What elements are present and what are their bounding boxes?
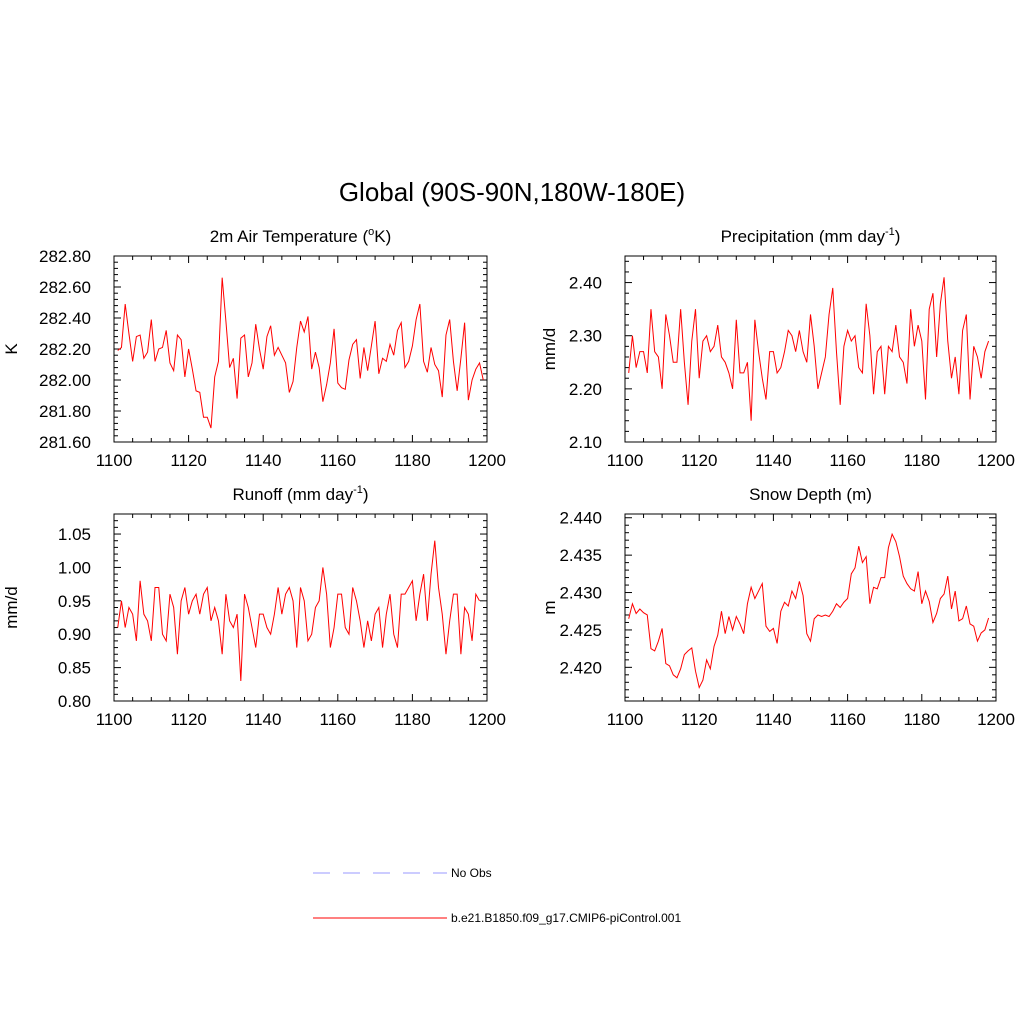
panel-title-post: K) — [374, 227, 391, 246]
y-tick-label: 281.80 — [39, 402, 91, 421]
y-tick-label: 0.85 — [58, 659, 91, 678]
y-tick-label: 2.10 — [569, 433, 602, 452]
y-tick-label: 2.425 — [559, 621, 602, 640]
x-tick-label: 1200 — [468, 710, 506, 729]
y-axis-label-runoff: mm/d — [2, 586, 21, 629]
panel-title-main: Snow Depth (m) — [749, 485, 872, 504]
x-tick-label: 1160 — [829, 451, 866, 470]
panel-title-precipitation: Precipitation (mm day-1) — [721, 226, 901, 246]
x-tick-label: 1140 — [245, 710, 282, 729]
y-tick-label: 282.00 — [39, 371, 91, 390]
plot-frame-snow-depth — [624, 513, 997, 702]
x-tick-label: 1180 — [394, 710, 431, 729]
legend: No Obs b.e21.B1850.f09_g17.CMIP6-piContr… — [313, 866, 681, 925]
y-tick-label: 2.440 — [559, 509, 602, 528]
x-tick-label: 1200 — [977, 451, 1015, 470]
y-tick-label: 282.40 — [39, 309, 91, 328]
panel-snow-depth: 1100 1120 1140 1160 1180 1200 2.420 2.425 2.430 2… — [540, 485, 1015, 729]
series-line-runoff — [117, 540, 480, 681]
y-tick-label: 2.420 — [559, 658, 602, 677]
y-tick-label: 2.40 — [569, 274, 602, 293]
x-tick-label: 1120 — [170, 451, 207, 470]
plot-frame-precipitation — [624, 255, 997, 443]
panel-runoff: 1100 1120 1140 1160 1180 1200 0.80 0.85 0.90 0.95… — [2, 484, 506, 729]
y-axis-label-snow-depth: m — [540, 600, 559, 614]
x-tick-label: 1140 — [245, 451, 282, 470]
panel-title-main: 2m Air Temperature ( — [210, 227, 369, 246]
y-tick-label: 282.20 — [39, 340, 91, 359]
y-tick-label: 1.05 — [58, 525, 91, 544]
x-tick-label: 1200 — [977, 710, 1015, 729]
x-tick-label: 1100 — [607, 710, 644, 729]
legend-label-no-obs: No Obs — [451, 866, 492, 880]
plot-frame-runoff — [113, 513, 488, 702]
panel-title-post: ) — [895, 227, 901, 246]
y-tick-label: 2.30 — [569, 327, 602, 346]
y-tick-label: 2.20 — [569, 380, 602, 399]
panel-title-main: Precipitation (mm day — [721, 227, 886, 246]
x-tick-label: 1160 — [829, 710, 866, 729]
x-tick-label: 1100 — [96, 451, 133, 470]
x-tick-label: 1160 — [320, 710, 357, 729]
y-tick-label: 1.00 — [58, 558, 91, 577]
x-tick-label: 1120 — [681, 710, 718, 729]
panel-title-sup: -1 — [353, 484, 363, 496]
panel-precipitation: 1100 1120 1140 1160 1180 1200 2.10 2.20 2.30 2.40… — [540, 226, 1015, 470]
x-tick-label: 1100 — [96, 710, 133, 729]
series-line-temperature — [117, 277, 484, 429]
panel-title-sup: -1 — [885, 226, 895, 238]
panel-title-runoff: Runoff (mm day-1) — [232, 484, 368, 504]
series-line-snow-depth — [628, 532, 990, 690]
y-tick-label: 0.80 — [58, 692, 91, 711]
panel-title-sup: o — [368, 226, 374, 238]
x-tick-label: 1120 — [681, 451, 718, 470]
y-axis-label-precipitation: mm/d — [540, 328, 559, 371]
y-tick-label: 281.60 — [39, 433, 91, 452]
panels-container: 1100 1120 1140 1160 1180 1200 281.60 281.80 282.… — [2, 226, 1015, 729]
x-tick-label: 1140 — [755, 451, 792, 470]
x-tick-label: 1180 — [394, 451, 431, 470]
y-tick-label: 0.90 — [58, 625, 91, 644]
y-tick-label: 2.435 — [559, 546, 602, 565]
panel-title-snow-depth: Snow Depth (m) — [749, 485, 872, 504]
series-line-precipitation — [628, 277, 990, 421]
panel-temperature: 1100 1120 1140 1160 1180 1200 281.60 281.80 282.… — [2, 226, 506, 470]
main-title: Global (90S-90N,180W-180E) — [339, 177, 685, 207]
y-axis-label-temperature: K — [2, 343, 21, 355]
y-tick-label: 0.95 — [58, 592, 91, 611]
y-tick-label: 2.430 — [559, 584, 602, 603]
panel-title-post: ) — [363, 485, 369, 504]
x-tick-label: 1100 — [607, 451, 644, 470]
panel-title-main: Runoff (mm day — [232, 485, 353, 504]
y-tick-label: 282.60 — [39, 278, 91, 297]
x-tick-label: 1180 — [904, 710, 941, 729]
panel-title-temperature: 2m Air Temperature (oK) — [210, 226, 392, 246]
y-tick-label: 282.80 — [39, 247, 91, 266]
x-tick-label: 1120 — [170, 710, 207, 729]
legend-label-model: b.e21.B1850.f09_g17.CMIP6-piControl.001 — [451, 911, 681, 925]
x-tick-label: 1180 — [904, 451, 941, 470]
x-tick-label: 1160 — [320, 451, 357, 470]
x-tick-label: 1140 — [755, 710, 792, 729]
x-tick-label: 1200 — [468, 451, 506, 470]
